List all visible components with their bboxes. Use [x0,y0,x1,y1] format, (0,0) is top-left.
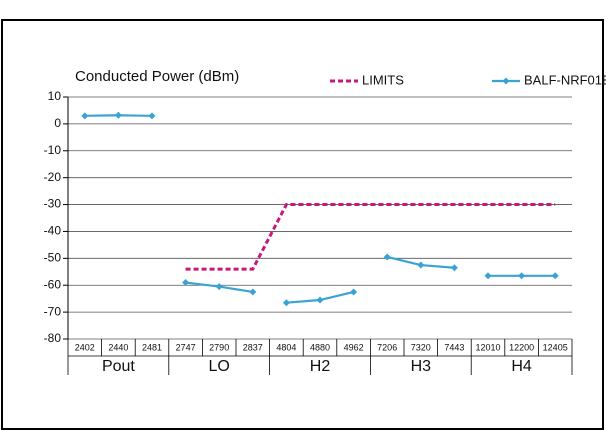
x-tick-label: 2402 [75,342,95,352]
x-tick-label: 2837 [243,342,263,352]
data-point [114,111,122,119]
x-tick-label: 2481 [142,342,162,352]
x-tick-label: 7320 [411,342,431,352]
data-point [484,272,492,280]
chart-frame [1,19,604,430]
data-point [450,264,458,272]
data-point [282,299,290,307]
data-point [350,288,358,296]
data-point [383,253,391,261]
data-point [215,283,223,291]
group-label: H4 [511,358,532,375]
y-tick-label: -80 [44,331,62,345]
x-tick-label: 7443 [444,342,464,352]
y-tick-label: -60 [44,277,62,291]
x-tick-label: 2440 [108,342,128,352]
x-tick-label: 4804 [276,342,296,352]
x-tick-label: 4962 [344,342,364,352]
x-tick-label: 2790 [209,342,229,352]
data-point [148,112,156,120]
y-tick-label: -30 [44,197,62,211]
y-tick-label: 10 [48,89,62,103]
y-tick-label: -40 [44,224,62,238]
data-point [417,261,425,269]
group-label: H2 [310,358,331,375]
data-point [518,272,526,280]
legend-label: LIMITS [362,72,404,87]
y-tick-label: -50 [44,251,62,265]
x-tick-label: 12405 [543,342,568,352]
y-tick-label: -70 [44,304,62,318]
legend-label: BALF-NRF01E3 [524,72,606,87]
y-tick-label: 0 [54,116,61,130]
data-point [551,272,559,280]
data-point [182,279,190,287]
data-point [81,112,89,120]
x-tick-label: 7206 [377,342,397,352]
data-point [249,288,257,296]
series-line [185,203,556,271]
group-label: Pout [102,358,135,375]
x-tick-label: 12200 [509,342,534,352]
group-label: H3 [411,358,432,375]
y-tick-label: -20 [44,170,62,184]
legend-marker [502,77,510,85]
x-tick-label: 12010 [475,342,500,352]
group-label: LO [209,358,230,375]
x-tick-label: 2747 [176,342,196,352]
axis-label: Conducted Power (dBm) [75,68,239,85]
x-tick-label: 4880 [310,342,330,352]
data-point [316,296,324,304]
y-tick-label: -10 [44,143,62,157]
